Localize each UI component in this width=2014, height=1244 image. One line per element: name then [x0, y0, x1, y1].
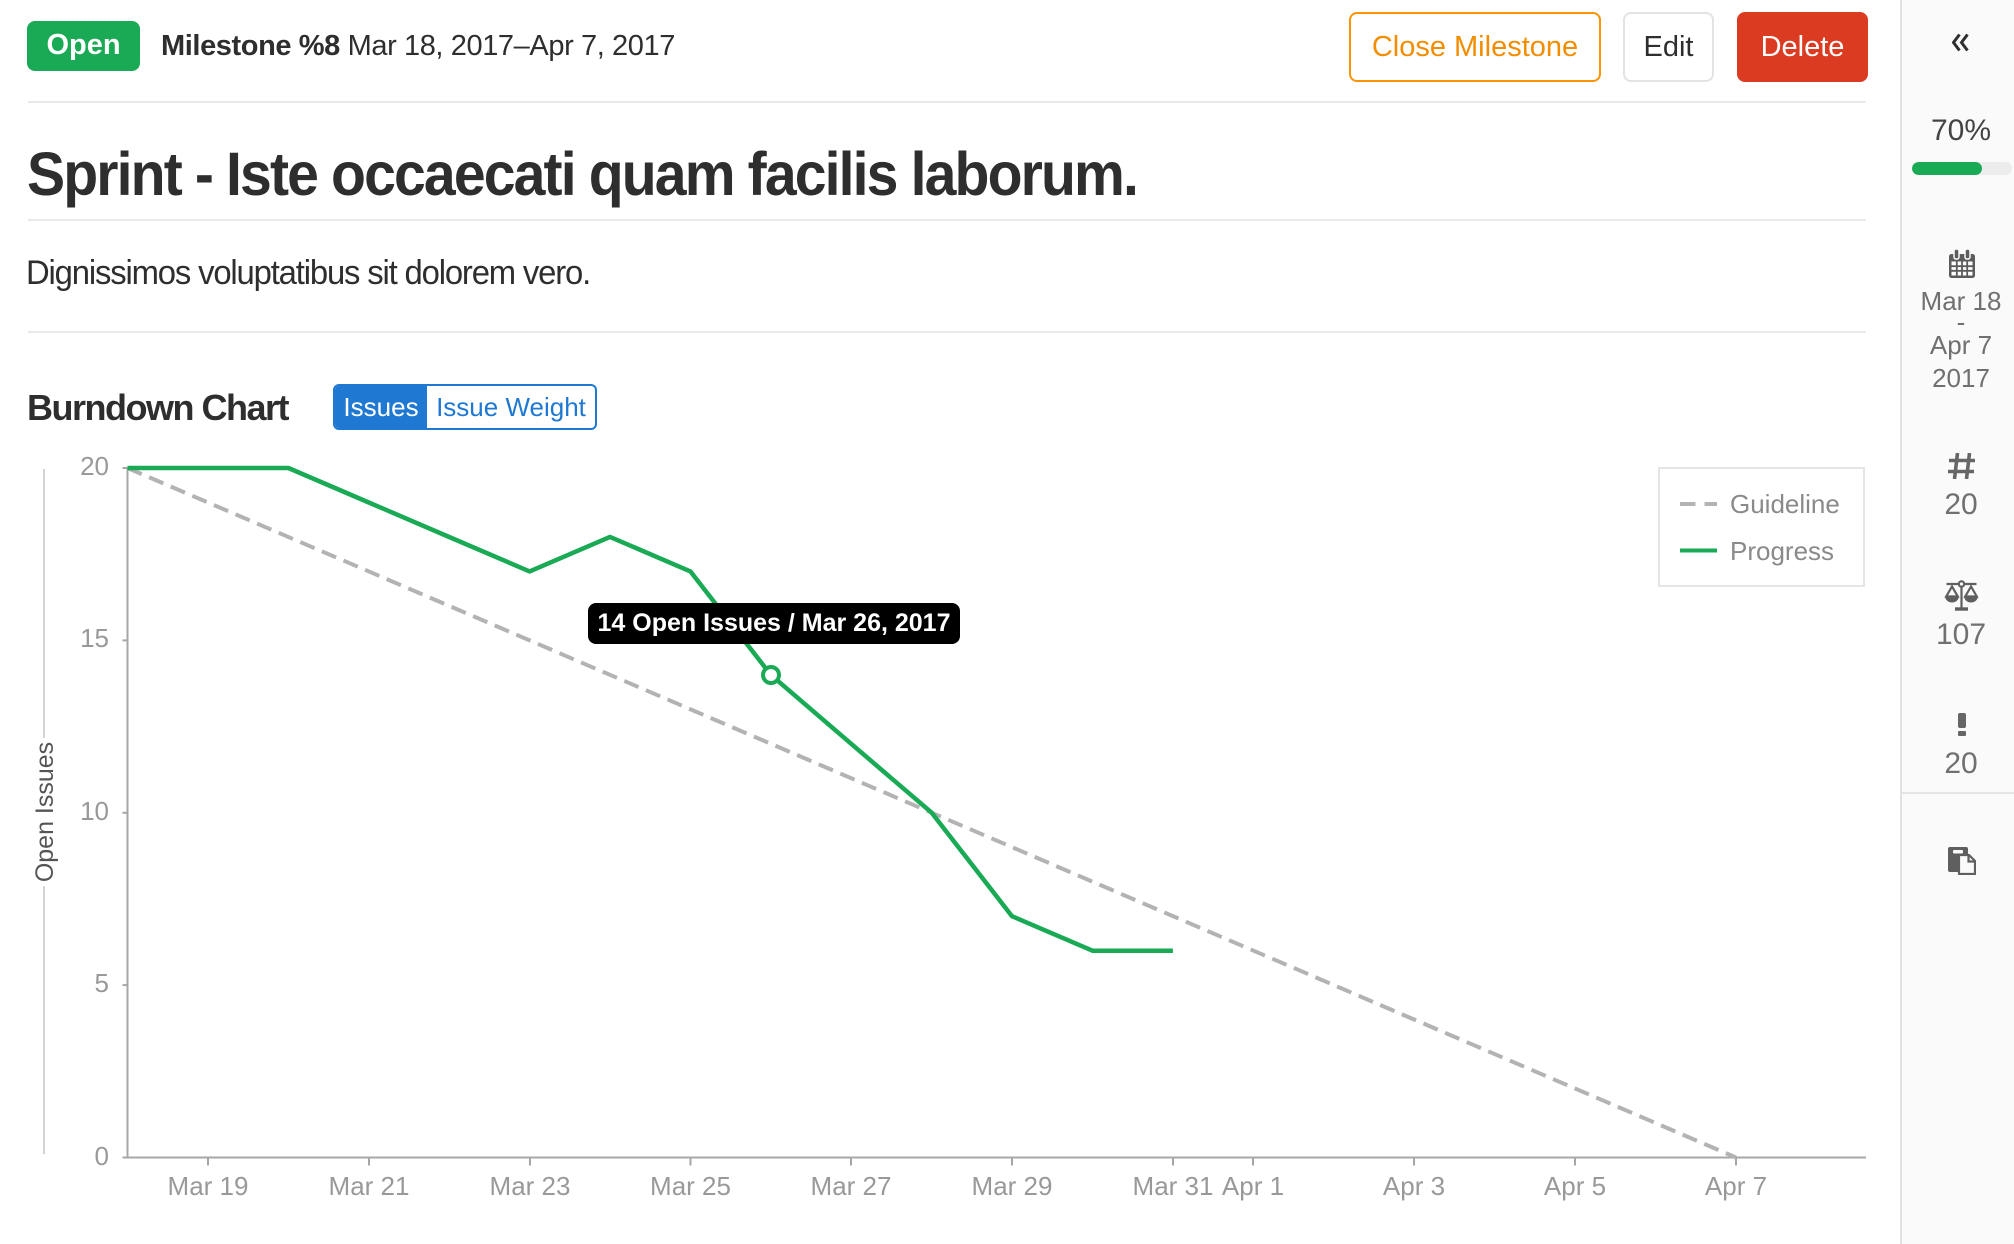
svg-text:10: 10: [80, 796, 109, 826]
svg-text:Apr 5: Apr 5: [1544, 1171, 1606, 1201]
svg-text:Mar 25: Mar 25: [650, 1171, 731, 1201]
svg-text:Mar 31: Mar 31: [1133, 1171, 1214, 1201]
svg-text:20: 20: [80, 451, 109, 481]
svg-text:5: 5: [95, 968, 109, 998]
svg-text:Mar 23: Mar 23: [490, 1171, 571, 1201]
svg-text:Open Issues: Open Issues: [31, 742, 59, 882]
svg-text:Mar 29: Mar 29: [972, 1171, 1053, 1201]
svg-text:0: 0: [95, 1141, 109, 1171]
svg-text:Mar 19: Mar 19: [168, 1171, 249, 1201]
svg-text:Progress: Progress: [1730, 536, 1834, 566]
svg-text:Apr 3: Apr 3: [1383, 1171, 1445, 1201]
svg-text:Apr 1: Apr 1: [1222, 1171, 1284, 1201]
svg-text:Apr 7: Apr 7: [1705, 1171, 1767, 1201]
svg-text:Mar 21: Mar 21: [329, 1171, 410, 1201]
svg-text:Mar 27: Mar 27: [811, 1171, 892, 1201]
svg-text:14 Open Issues / Mar 26, 2017: 14 Open Issues / Mar 26, 2017: [598, 609, 951, 637]
svg-text:15: 15: [80, 623, 109, 653]
svg-text:Guideline: Guideline: [1730, 489, 1840, 519]
